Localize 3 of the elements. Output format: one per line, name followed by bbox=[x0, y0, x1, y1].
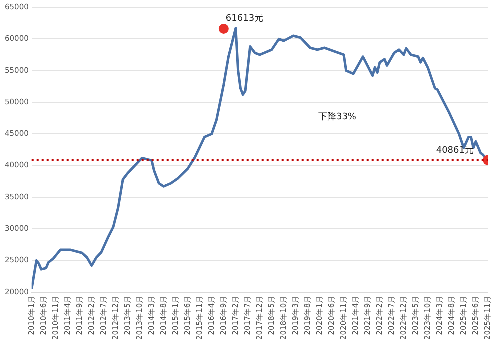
annotation: 下降33% bbox=[318, 111, 357, 122]
annotation: 61613元 bbox=[226, 12, 264, 24]
annotation: 40861元 bbox=[436, 145, 474, 156]
